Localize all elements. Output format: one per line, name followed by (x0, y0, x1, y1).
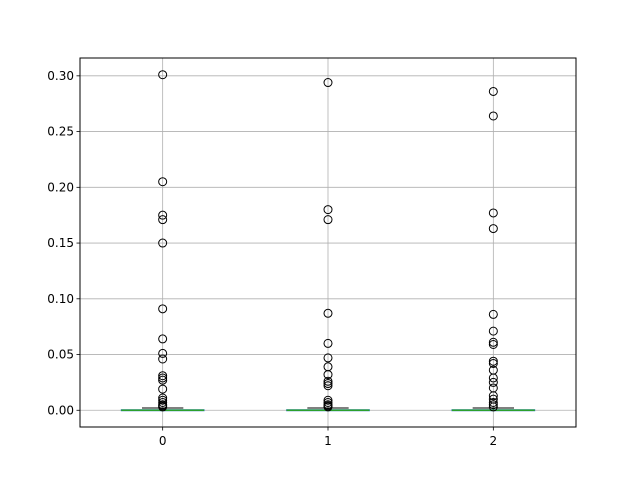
outlier-point (488, 377, 498, 387)
outlier-point (158, 384, 168, 394)
outlier-point (158, 238, 168, 248)
outlier-point (323, 379, 333, 389)
outlier-point (488, 337, 498, 347)
outlier-point (158, 354, 168, 364)
box-group-1 (286, 78, 370, 412)
outlier-point (488, 208, 498, 218)
outlier-point (158, 397, 168, 407)
outlier-point (158, 70, 168, 80)
outlier-point (488, 373, 498, 383)
y-tick-label: 0.00 (47, 403, 74, 417)
outlier-point (488, 86, 498, 96)
outlier-point (323, 397, 333, 407)
box-group-2 (451, 86, 536, 412)
outlier-point (488, 340, 498, 350)
outlier-point (488, 224, 498, 234)
outlier-point (158, 334, 168, 344)
outlier-point (488, 397, 498, 407)
outlier-point (323, 381, 333, 391)
outlier-point (323, 370, 333, 380)
outlier-point (323, 338, 333, 348)
outlier-point (323, 308, 333, 318)
outlier-point (158, 402, 168, 412)
outlier-point (323, 376, 333, 386)
outlier-point (158, 304, 168, 314)
box-layer (120, 70, 536, 412)
tick-layer: 0.00 0.05 0.10 0.15 0.20 0.25 0.30 0 1 2 (47, 69, 497, 448)
y-tick-label: 0.20 (47, 180, 74, 194)
outlier-point (323, 205, 333, 215)
outlier-point (323, 215, 333, 225)
outlier-point (158, 375, 168, 385)
outlier-point (488, 356, 498, 366)
x-tick-label: 1 (324, 434, 332, 448)
outlier-point (323, 78, 333, 88)
outlier-point (323, 402, 333, 412)
outlier-point (488, 309, 498, 319)
outlier-point (488, 402, 498, 412)
y-tick-label: 0.25 (47, 125, 74, 139)
y-tick-label: 0.10 (47, 292, 74, 306)
outlier-point (158, 395, 168, 405)
outlier-point (158, 210, 168, 220)
outlier-point (323, 353, 333, 363)
axes-frame (79, 57, 577, 428)
y-tick-label: 0.15 (47, 236, 74, 250)
outlier-point (488, 358, 498, 368)
y-tick-label: 0.30 (47, 69, 74, 83)
outlier-point (158, 215, 168, 225)
outlier-point (158, 177, 168, 187)
outlier-point (158, 373, 168, 383)
box-group-0 (120, 70, 205, 412)
outlier-point (488, 391, 498, 401)
x-tick-label: 0 (159, 434, 167, 448)
outlier-point (158, 371, 168, 381)
outlier-point (488, 326, 498, 336)
outlier-point (488, 111, 498, 121)
y-tick-label: 0.05 (47, 348, 74, 362)
x-tick-label: 2 (490, 434, 498, 448)
outlier-point (323, 395, 333, 405)
outlier-point (488, 400, 498, 410)
outlier-point (158, 348, 168, 358)
